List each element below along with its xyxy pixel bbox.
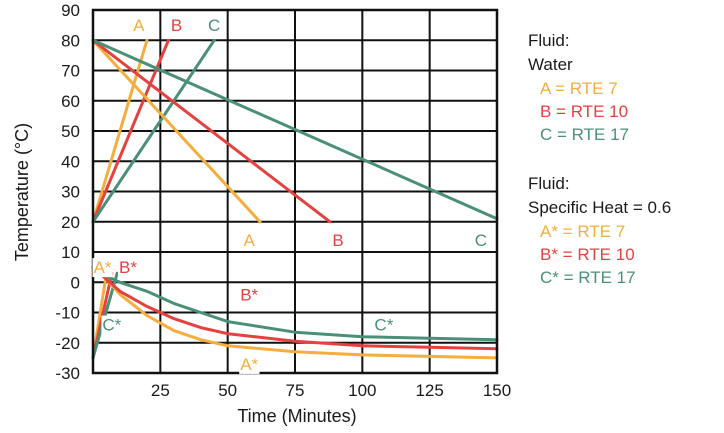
curve-label-9: B* xyxy=(240,285,258,304)
series-line-b-1 xyxy=(91,38,170,224)
y-tick-label-1: 80 xyxy=(61,31,80,50)
legend-subheading-0: Water xyxy=(528,55,573,74)
curve-label-bg-9 xyxy=(239,285,260,305)
plot-border xyxy=(91,8,499,375)
curve-label-bg-11 xyxy=(239,354,260,374)
x-tick-label-5: 150 xyxy=(483,381,511,400)
series-line-c-5 xyxy=(91,38,499,221)
legend-entry-0-0: A = RTE 7 xyxy=(540,79,618,98)
plot-frame xyxy=(91,8,499,375)
legend: Fluid: Water A = RTE 7 B = RTE 10 C = RTE 17… xyxy=(528,31,671,287)
series-line-b-star-10 xyxy=(91,265,499,351)
legend-entry-0-2: C = RTE 17 xyxy=(540,125,629,144)
series-line-a-3 xyxy=(91,38,262,224)
y-axis-label: Temperature (°C) xyxy=(12,123,32,261)
legend-entry-1-2: C* = RTE 17 xyxy=(540,268,636,287)
curve-label-bg-2 xyxy=(207,16,222,36)
curve-label-10: C* xyxy=(374,316,393,335)
y-tick-label-8: 10 xyxy=(61,243,80,262)
series-line-b-4 xyxy=(91,38,332,224)
y-tick-label-10: -10 xyxy=(55,304,80,323)
series-lines xyxy=(91,38,499,360)
x-tick-label-2: 75 xyxy=(286,381,305,400)
y-tick-label-7: 20 xyxy=(61,213,80,232)
curve-label-11: A* xyxy=(240,355,258,374)
curve-label-6: A* xyxy=(93,258,111,277)
curve-label-bg-5 xyxy=(473,230,488,250)
legend-heading-1: Fluid: xyxy=(528,174,570,193)
y-tick-label-5: 40 xyxy=(61,152,80,171)
y-tick-label-9: 0 xyxy=(71,273,80,292)
series-line-a-0 xyxy=(91,38,149,224)
series-line-c-2 xyxy=(91,38,216,224)
curve-label-bg-8 xyxy=(101,315,123,335)
legend-heading-0: Fluid: xyxy=(528,31,570,50)
y-tick-label-12: -30 xyxy=(55,364,80,383)
curve-label-bg-3 xyxy=(242,230,257,250)
x-tick-label-3: 100 xyxy=(348,381,376,400)
curve-label-bg-6 xyxy=(92,258,113,278)
curve-label-4: B xyxy=(332,231,343,250)
legend-entry-1-1: B* = RTE 10 xyxy=(540,245,635,264)
curve-label-0: A xyxy=(133,16,145,35)
legend-subheading-1: Specific Heat = 0.6 xyxy=(528,198,671,217)
curve-label-bg-4 xyxy=(331,230,345,250)
curve-label-5: C xyxy=(475,231,487,250)
x-tick-label-4: 125 xyxy=(415,381,443,400)
y-tick-label-3: 60 xyxy=(61,92,80,111)
x-tick-label-0: 25 xyxy=(151,381,170,400)
curve-label-1: B xyxy=(171,16,182,35)
y-tick-label-11: -20 xyxy=(55,334,80,353)
legend-entry-0-1: B = RTE 10 xyxy=(540,102,628,121)
curve-label-8: C* xyxy=(102,316,121,335)
x-tick-label-1: 50 xyxy=(218,381,237,400)
series-line-a-star-9 xyxy=(91,265,499,360)
curve-label-bg-7 xyxy=(118,258,139,278)
y-tick-label-4: 50 xyxy=(61,122,80,141)
curve-label-bg-0 xyxy=(132,16,147,36)
curve-label-2: C xyxy=(208,16,220,35)
series-line-c-star-11 xyxy=(91,265,499,342)
y-tick-label-2: 70 xyxy=(61,62,80,81)
legend-entry-1-0: A* = RTE 7 xyxy=(540,222,625,241)
curve-label-bg-10 xyxy=(373,315,395,335)
curve-label-3: A xyxy=(244,231,256,250)
x-axis-label: Time (Minutes) xyxy=(237,406,356,426)
curve-label-7: B* xyxy=(119,258,137,277)
curve-labels: A B C A B C A* B* C* B* C* A* xyxy=(92,16,488,374)
y-tick-label-6: 30 xyxy=(61,183,80,202)
curve-label-bg-1 xyxy=(169,16,184,36)
y-tick-label-0: 90 xyxy=(61,1,80,20)
